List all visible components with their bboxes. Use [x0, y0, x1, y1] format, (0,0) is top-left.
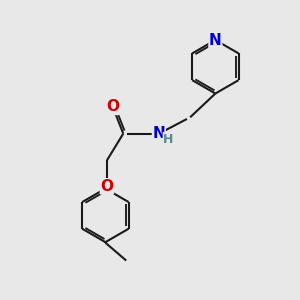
Text: H: H — [163, 133, 174, 146]
Text: O: O — [100, 179, 113, 194]
Text: N: N — [209, 32, 222, 47]
Text: N: N — [152, 126, 165, 141]
Text: O: O — [106, 99, 119, 114]
